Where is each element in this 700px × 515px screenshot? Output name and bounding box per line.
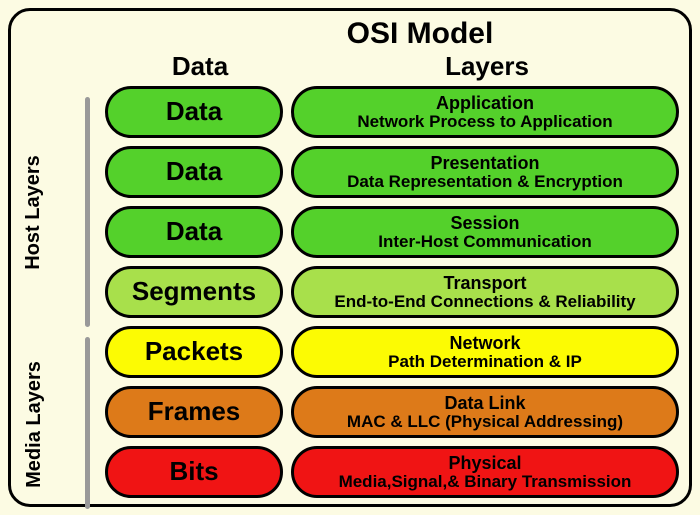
layer-row: DataSessionInter-Host Communication	[105, 206, 679, 258]
data-unit-pill: Data	[105, 206, 283, 258]
group-label: Host Layers	[22, 155, 45, 270]
layer-pill: TransportEnd-to-End Connections & Reliab…	[291, 266, 679, 318]
layer-name: Network	[449, 334, 520, 353]
layer-name: Application	[436, 94, 534, 113]
layer-row: DataPresentationData Representation & En…	[105, 146, 679, 198]
layer-name: Data Link	[444, 394, 525, 413]
group-bar	[85, 97, 90, 327]
data-unit-pill: Frames	[105, 386, 283, 438]
layer-pill: Data LinkMAC & LLC (Physical Addressing)	[291, 386, 679, 438]
layer-pill: PresentationData Representation & Encryp…	[291, 146, 679, 198]
data-unit-pill: Packets	[105, 326, 283, 378]
layer-desc: Path Determination & IP	[388, 353, 582, 371]
layer-row: SegmentsTransportEnd-to-End Connections …	[105, 266, 679, 318]
layer-desc: Media,Signal,& Binary Transmission	[339, 473, 632, 491]
layer-pill: ApplicationNetwork Process to Applicatio…	[291, 86, 679, 138]
layer-row: PacketsNetworkPath Determination & IP	[105, 326, 679, 378]
data-unit-pill: Bits	[105, 446, 283, 498]
layer-pill: PhysicalMedia,Signal,& Binary Transmissi…	[291, 446, 679, 498]
layer-name: Session	[450, 214, 519, 233]
group-label: Media Layers	[23, 361, 46, 488]
layer-name: Transport	[443, 274, 526, 293]
data-unit-pill: Data	[105, 86, 283, 138]
layer-pill: SessionInter-Host Communication	[291, 206, 679, 258]
data-unit-pill: Segments	[105, 266, 283, 318]
diagram-title: OSI Model	[161, 17, 679, 51]
column-headers: Data Layers	[105, 51, 679, 82]
layer-desc: MAC & LLC (Physical Addressing)	[347, 413, 623, 431]
layer-desc: Inter-Host Communication	[378, 233, 591, 251]
layer-desc: Data Representation & Encryption	[347, 173, 623, 191]
data-unit-pill: Data	[105, 146, 283, 198]
rows-container: DataApplicationNetwork Process to Applic…	[105, 86, 679, 498]
layer-desc: End-to-End Connections & Reliability	[334, 293, 635, 311]
group-bar	[85, 337, 90, 509]
header-layers: Layers	[295, 51, 679, 82]
diagram-frame: OSI Model Data Layers DataApplicationNet…	[8, 8, 692, 507]
layer-row: BitsPhysicalMedia,Signal,& Binary Transm…	[105, 446, 679, 498]
header-data: Data	[105, 51, 295, 82]
layer-name: Physical	[448, 454, 521, 473]
layer-name: Presentation	[430, 154, 539, 173]
layer-row: FramesData LinkMAC & LLC (Physical Addre…	[105, 386, 679, 438]
layer-pill: NetworkPath Determination & IP	[291, 326, 679, 378]
layer-row: DataApplicationNetwork Process to Applic…	[105, 86, 679, 138]
layer-desc: Network Process to Application	[357, 113, 612, 131]
